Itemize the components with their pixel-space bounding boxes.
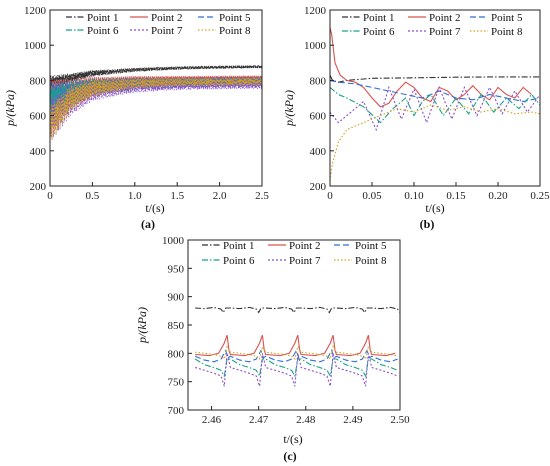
panel-a-series xyxy=(50,64,262,141)
panel-c-ytick-label: 800 xyxy=(168,348,185,360)
panel-b-ytick-label: 800 xyxy=(310,75,327,87)
panel-c-ytick-label: 700 xyxy=(168,405,185,417)
panel-b-legend-label: Point 6 xyxy=(363,26,395,38)
panel-c-legend: Point 1 Point 2 Point 5 Point 6 Point 7 Point… xyxy=(202,240,387,267)
panel-b-ytick-label: 200 xyxy=(310,181,327,193)
panel-b-line-point-1 xyxy=(330,74,540,83)
panel-b-line-point-8 xyxy=(330,104,540,181)
panel-a-legend-label: Point 2 xyxy=(151,12,182,24)
panel-b-legend-label: Point 2 xyxy=(429,12,460,24)
panel-c-label: (c) xyxy=(283,449,296,463)
panel-a-line-point-1 xyxy=(50,64,262,89)
panel-b-line-point-6 xyxy=(330,86,540,124)
panel-c-ytick-label: 750 xyxy=(168,377,185,389)
panel-a: 0 0.5 1.0 1.5 2.0 2.5 200 400 600 800 1000 1200 Poi… xyxy=(3,5,269,231)
panel-b: 0 0.05 0.10 0.15 0.20 0.25 200 400 600 800 1000 120… xyxy=(282,5,550,231)
panel-c: 2.46 2.47 2.48 2.49 2.50 700 750 800 850 900 950 10… xyxy=(135,235,410,463)
panel-a-legend-label: Point 5 xyxy=(219,12,251,24)
panel-a-frame xyxy=(49,9,263,187)
panel-a-ytick-label: 400 xyxy=(30,146,47,158)
panel-b-legend-label: Point 5 xyxy=(491,12,523,24)
panel-b-xtick-label: 0 xyxy=(327,190,333,202)
panel-b-frame xyxy=(329,9,541,187)
panel-c-line-point-6 xyxy=(194,358,398,378)
panel-b-ytick-label: 400 xyxy=(310,146,327,158)
panel-c-ytick-label: 1000 xyxy=(162,235,185,247)
panel-b-legend-label: Point 1 xyxy=(363,12,394,24)
panel-a-line-point-7 xyxy=(50,78,262,141)
panel-c-axes: 2.46 2.47 2.48 2.49 2.50 700 750 800 850 900 950 10… xyxy=(162,235,410,426)
panel-c-xtick-label: 2.47 xyxy=(249,414,269,426)
panel-c-line-point-7 xyxy=(194,353,398,387)
panel-a-xtick-label: 0 xyxy=(47,190,53,202)
panel-a-legend-label: Point 1 xyxy=(87,12,118,24)
panel-a-label: (a) xyxy=(141,217,155,231)
panel-c-legend-label: Point 2 xyxy=(289,240,320,252)
panel-b-legend-label: Point 8 xyxy=(491,26,523,38)
panel-c-legend-label: Point 7 xyxy=(289,255,321,267)
panel-c-xtick-label: 2.49 xyxy=(343,414,363,426)
panel-c-legend-label: Point 1 xyxy=(223,240,254,252)
panel-a-legend: Point 1 Point 2 Point 5 Point 6 Point 7 Point… xyxy=(66,12,251,37)
panel-b-xtick-label: 0.25 xyxy=(530,190,550,202)
panel-a-ytick-label: 1200 xyxy=(24,5,47,17)
panel-c-xtick-label: 2.50 xyxy=(390,414,410,426)
panel-b-axes: 0 0.05 0.10 0.15 0.20 0.25 200 400 600 800 1000 120… xyxy=(304,5,550,202)
panel-b-label: (b) xyxy=(420,217,435,231)
panel-a-legend-label: Point 7 xyxy=(151,25,183,37)
panel-b-xlabel: t/(s) xyxy=(425,201,444,215)
panel-b-line-point-5 xyxy=(330,79,540,103)
panel-c-xtick-label: 2.48 xyxy=(296,414,316,426)
panel-a-legend-label: Point 6 xyxy=(87,25,119,37)
panel-a-line-point-8 xyxy=(50,77,262,141)
panel-b-series xyxy=(330,27,540,181)
panel-a-xtick-label: 2.5 xyxy=(255,190,269,202)
panel-a-ylabel: p/(kPa) xyxy=(3,90,17,127)
panel-c-ytick-label: 950 xyxy=(168,263,185,275)
panel-c-xlabel: t/(s) xyxy=(283,432,302,446)
panel-a-ytick-label: 600 xyxy=(30,111,47,123)
panel-a-xlabel: t/(s) xyxy=(145,201,164,215)
panel-b-xtick-label: 0.05 xyxy=(362,190,382,202)
panel-a-ytick-label: 800 xyxy=(30,75,47,87)
panel-a-xtick-label: 0.5 xyxy=(86,190,100,202)
panel-c-ylabel: p/(kPa) xyxy=(135,307,149,344)
panel-c-legend-label: Point 5 xyxy=(355,240,387,252)
panel-c-series xyxy=(194,306,400,387)
panel-b-ytick-label: 600 xyxy=(310,111,327,123)
panel-b-xtick-label: 0.10 xyxy=(404,190,424,202)
panel-a-legend-label: Point 8 xyxy=(219,25,251,37)
panel-b-ylabel: p/(kPa) xyxy=(282,90,296,127)
panel-a-ytick-label: 1000 xyxy=(24,40,47,52)
panel-b-ytick-label: 1200 xyxy=(304,5,327,17)
panel-c-ytick-label: 850 xyxy=(168,320,185,332)
panel-c-legend-label: Point 6 xyxy=(223,255,255,267)
panel-c-xtick-label: 2.46 xyxy=(202,414,222,426)
panel-a-axes: 0 0.5 1.0 1.5 2.0 2.5 200 400 600 800 1000 1200 xyxy=(24,5,269,202)
panel-a-xtick-label: 2.0 xyxy=(213,190,227,202)
panel-b-xtick-label: 0.15 xyxy=(446,190,466,202)
panel-c-ytick-label: 900 xyxy=(168,292,185,304)
panel-a-xtick-label: 1.5 xyxy=(170,190,184,202)
panel-c-line-point-1 xyxy=(195,306,400,314)
panel-a-xtick-label: 1.0 xyxy=(128,190,142,202)
panel-b-xtick-label: 0.20 xyxy=(488,190,508,202)
panel-c-line-point-2 xyxy=(195,335,396,357)
panel-b-legend-label: Point 7 xyxy=(429,26,461,38)
panel-c-line-point-8 xyxy=(195,345,398,361)
panel-b-ytick-label: 1000 xyxy=(304,40,327,52)
panel-b-legend: Point 1 Point 2 Point 5 Point 6 Point 7 Point… xyxy=(342,12,523,38)
panel-c-legend-label: Point 8 xyxy=(355,255,387,267)
panel-a-ytick-label: 200 xyxy=(30,181,47,193)
